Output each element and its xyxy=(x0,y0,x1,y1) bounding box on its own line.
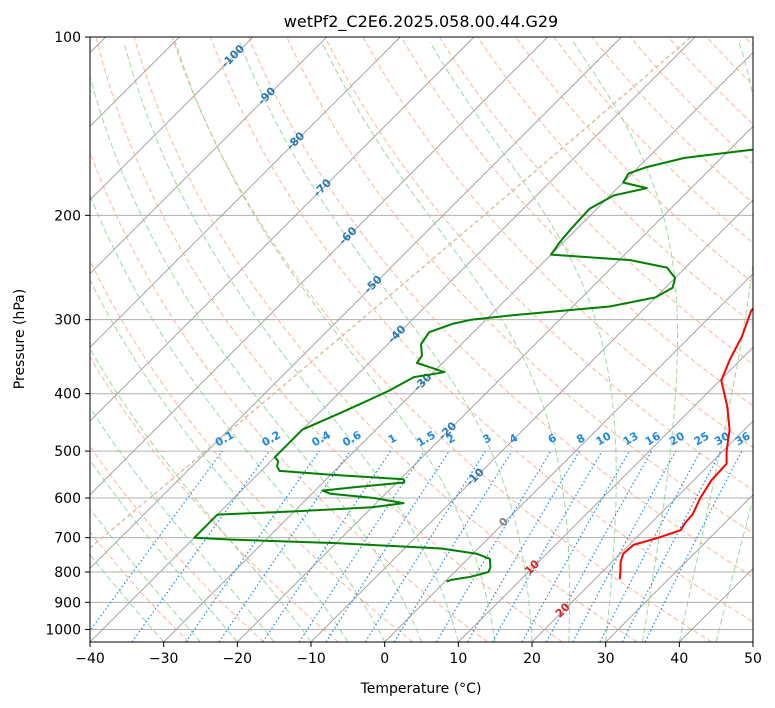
moist-adiabat-line xyxy=(678,41,753,642)
dry-adiabat-line xyxy=(286,37,753,534)
moist-adiabat-line xyxy=(573,41,678,642)
mixing-ratio-line xyxy=(393,450,513,642)
y-tick-label: 500 xyxy=(54,444,81,460)
isotherm-line xyxy=(90,37,401,348)
mixing-ratio-line xyxy=(364,450,486,642)
isotherm-line xyxy=(605,494,753,642)
x-tick-label: −40 xyxy=(75,651,105,667)
moist-adiabat-line xyxy=(90,74,422,642)
y-tick-label: 300 xyxy=(54,313,81,329)
mixing-ratio-line xyxy=(521,450,631,642)
x-tick-label: 30 xyxy=(597,651,615,667)
y-tick-label: 100 xyxy=(54,30,81,46)
y-tick-label: 700 xyxy=(54,531,81,547)
dry-adiabat-line xyxy=(90,150,488,642)
dry-adiabat-line xyxy=(362,37,753,449)
dry-adiabat-line xyxy=(400,37,753,407)
isotherm-line xyxy=(458,346,753,642)
x-tick-label: −20 xyxy=(223,651,253,667)
dry-adiabat-line xyxy=(210,37,753,623)
mixing-ratio-line xyxy=(218,450,351,642)
isotherm-line xyxy=(90,37,548,496)
dry-adiabat-line xyxy=(591,37,753,204)
x-tick-label: 20 xyxy=(523,651,541,667)
profile-lines xyxy=(193,148,753,583)
mixing-ratio-line xyxy=(572,450,677,642)
isotherm-line xyxy=(90,37,327,275)
y-tick-label: 200 xyxy=(54,208,81,224)
mixing-ratio-line xyxy=(491,450,603,642)
isotherm-line xyxy=(90,37,254,201)
isotherm-line xyxy=(90,37,696,642)
x-axis-label: Temperature (°C) xyxy=(360,681,482,697)
y-axis-label: Pressure (hPa) xyxy=(12,289,28,389)
dry-adiabat-line xyxy=(438,37,753,365)
moist-adiabat-line xyxy=(90,553,165,642)
dry-adiabat-line xyxy=(95,37,563,642)
axes: −40 −30 −20 −10 0 10 20 30 40 50 100 200 300 400 500 60… xyxy=(45,30,762,667)
x-tick-label: −10 xyxy=(296,651,326,667)
isotherm-line xyxy=(531,420,753,642)
y-tick-label: 900 xyxy=(54,595,81,611)
x-tick-label: 10 xyxy=(449,651,467,667)
temperature-line xyxy=(618,307,753,580)
tan-reference-curve xyxy=(90,37,692,549)
dry-adiabat-line xyxy=(248,37,753,578)
mixing-ratio-line xyxy=(545,450,653,642)
mixing-ratio-line xyxy=(131,450,270,642)
x-tick-label: 50 xyxy=(744,651,762,667)
dry-adiabat-line xyxy=(171,37,712,642)
dry-adiabat-line xyxy=(324,37,753,491)
moist-adiabat-line xyxy=(90,406,275,642)
y-tick-label: 600 xyxy=(54,491,81,507)
moist-adiabat-line xyxy=(321,41,571,642)
isotherm-line xyxy=(384,273,753,642)
y-tick-label: 1000 xyxy=(45,622,81,638)
y-tick-label: 400 xyxy=(54,387,81,403)
dry-adiabat-line xyxy=(477,37,753,325)
moist-adiabat-line xyxy=(239,41,533,642)
isotherm-line xyxy=(90,37,622,569)
x-tick-label: 0 xyxy=(380,651,389,667)
mixing-ratio-line xyxy=(90,450,223,632)
isotherm-label: 30 xyxy=(588,639,608,659)
moist-adiabat-line xyxy=(90,507,201,642)
mixing-ratio-line xyxy=(466,450,580,642)
chart-title: wetPf2_C2E6.2025.058.00.44.G29 xyxy=(284,12,558,32)
dry-adiabat-line xyxy=(133,37,638,642)
moist-adiabat-line xyxy=(90,347,312,642)
moist-adiabat-line xyxy=(174,41,496,642)
dry-adiabat-line xyxy=(553,37,753,244)
isotherm-line xyxy=(90,37,475,422)
moist-adiabat-line xyxy=(123,41,459,642)
y-tick-label: 800 xyxy=(54,565,81,581)
mixing-ratio-line xyxy=(435,450,552,642)
isotherm-line xyxy=(237,125,753,642)
plot-frame xyxy=(89,36,754,643)
moist-adiabat-line xyxy=(429,41,617,642)
dewpoint-line xyxy=(193,148,753,583)
moist-adiabat-line xyxy=(90,279,349,642)
mixing-ratio-line xyxy=(185,450,320,642)
moist-adiabat-line xyxy=(90,194,386,642)
x-tick-label: 40 xyxy=(670,651,688,667)
x-tick-label: −30 xyxy=(149,651,179,667)
moist-adiabat-line xyxy=(90,459,238,642)
